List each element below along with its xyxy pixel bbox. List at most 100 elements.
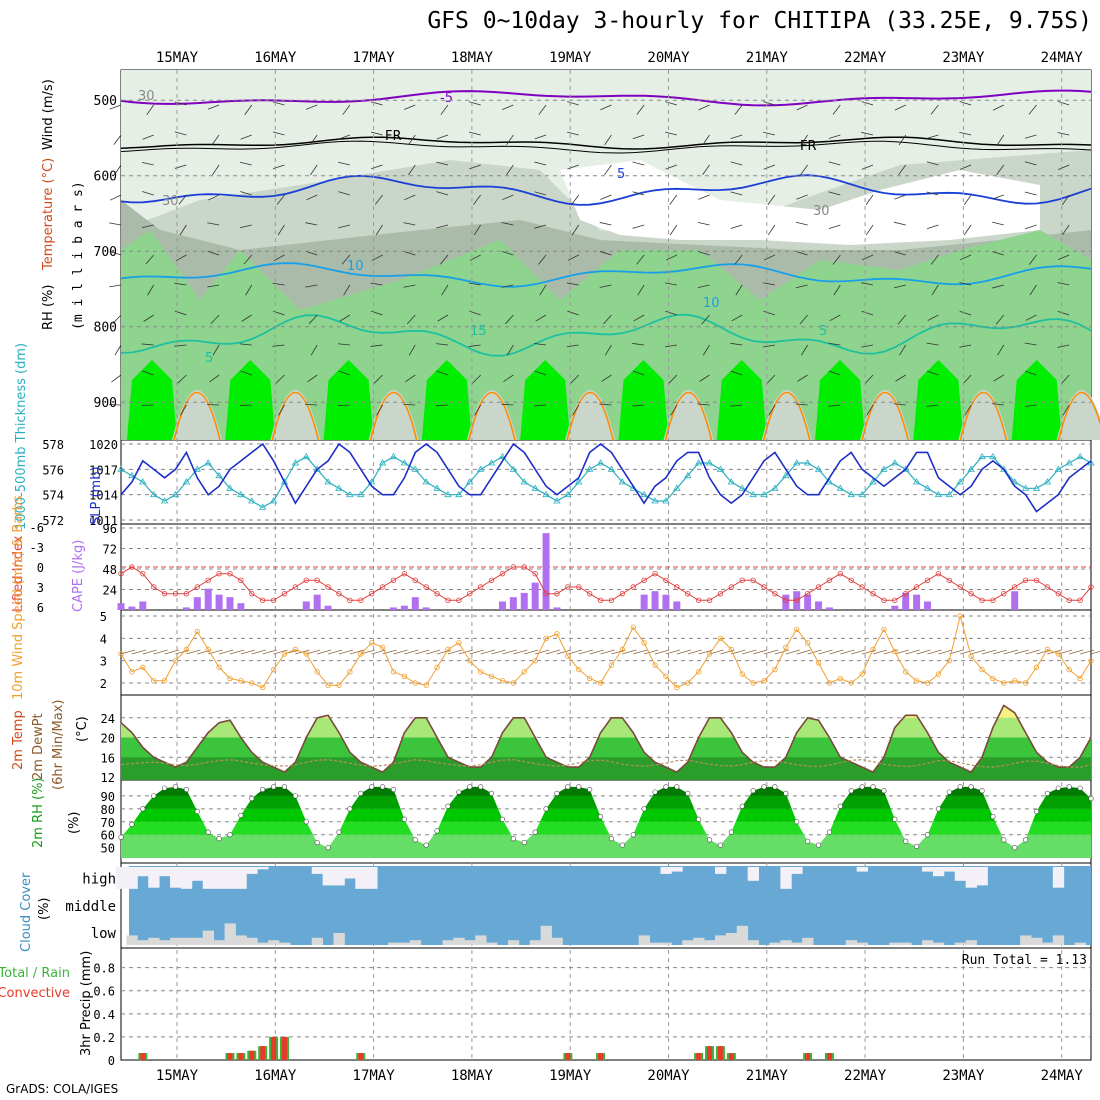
temp-band-24plus [121, 705, 1091, 718]
wind-barb [241, 314, 252, 322]
cloud-low-bar [333, 933, 345, 945]
cloud-high-bar [747, 867, 759, 881]
temp-line [120, 704, 1092, 774]
thickness-point [738, 484, 746, 491]
thickness-point [705, 459, 714, 466]
cloud-low-bar [257, 942, 269, 945]
rh-point [292, 793, 298, 799]
lifted-index-point [227, 570, 233, 577]
precip-convective-bar [805, 1053, 811, 1060]
wind10-point [532, 657, 538, 664]
wind10-barb [513, 649, 528, 655]
wind-barb [571, 194, 580, 205]
cloud-level-label: middle [65, 899, 116, 915]
rh-dry-layer [121, 70, 1091, 240]
wind10-barb [251, 649, 266, 655]
lifted-index-point [717, 590, 724, 597]
x-tick-label-bottom: 19MAY [549, 1068, 592, 1084]
wind10-barb [164, 649, 179, 655]
thickness-point [803, 459, 812, 466]
wind-barb [698, 194, 710, 200]
wind-barb [632, 370, 645, 376]
wind10-barb [796, 649, 811, 655]
cloud-high-bar [943, 867, 956, 872]
rh-point [914, 843, 920, 849]
thickness-point [793, 459, 801, 466]
warm-isotherm [1057, 391, 1100, 441]
lifted-index-point [1088, 584, 1094, 590]
wind10-barb [840, 649, 855, 655]
rh-point [1012, 845, 1018, 851]
rh-point [194, 808, 200, 815]
wind-barb [538, 104, 547, 115]
freezing-level-line-2 [120, 140, 1092, 154]
wind10-barb [458, 649, 473, 655]
lifted-index-point [401, 570, 408, 577]
wind10-barb [327, 649, 343, 655]
cloud-low-bar [747, 940, 759, 945]
wind-barb [926, 342, 939, 346]
rh-point [510, 836, 516, 842]
thickness-point [433, 484, 441, 491]
wind-barb [146, 104, 155, 116]
precip-tick-label: 0.6 [93, 985, 115, 999]
wind-barb [535, 314, 547, 322]
pressure-tick-label: 800 [94, 321, 117, 336]
lifted-index-point [586, 590, 593, 597]
thickness-point [280, 478, 289, 485]
rh-point [249, 795, 255, 802]
wind-barb [141, 224, 154, 229]
wind10-point [826, 680, 833, 686]
wind10-point [325, 682, 331, 688]
thickness-point [1054, 465, 1063, 472]
cape-bar [651, 591, 659, 610]
wind-barb [930, 104, 939, 115]
rh-point [935, 806, 942, 812]
rh-point [1088, 795, 1094, 802]
rh-point [1077, 785, 1083, 791]
rh-point [587, 786, 593, 793]
wind10-barb [273, 649, 288, 655]
wind-barb [239, 343, 252, 346]
wind-barb [697, 221, 710, 226]
cloud-low-bar [780, 940, 792, 945]
thickness-point [520, 478, 528, 485]
wind10-point [815, 660, 822, 666]
wind-barb [539, 284, 547, 296]
cape-bar [324, 605, 332, 610]
precip-tick-label: 0.2 [93, 1031, 115, 1045]
wind10-barb [186, 649, 201, 655]
lifted-index-point [292, 584, 299, 590]
wind-barb [209, 374, 220, 383]
wind10-point [238, 678, 244, 684]
cloud-high-bar [333, 867, 345, 886]
wind-barb [632, 161, 645, 166]
slp-tick-label: 1011 [89, 514, 118, 528]
wind-barb [829, 314, 841, 322]
cloud-low-bar [649, 942, 661, 945]
y-label-temp-unit: (°C) [75, 716, 90, 742]
temp-band-below-16 [121, 757, 1091, 780]
wind10-point [641, 640, 647, 646]
wind-barb [927, 314, 939, 321]
cape-bar [226, 597, 234, 610]
thickness-point [237, 490, 245, 498]
isotherm-10 [120, 262, 1092, 288]
rh-point [401, 816, 407, 822]
wind-barb [403, 104, 416, 110]
wind-barb [665, 131, 677, 136]
rh-point [859, 784, 865, 790]
rh-point [761, 784, 767, 790]
high-humidity-cell [323, 360, 374, 440]
rh-point [358, 790, 364, 796]
wind10-point [586, 675, 593, 682]
thickness-point [1043, 478, 1052, 485]
lifted-index-point [347, 597, 353, 604]
cloud-low-bar [954, 942, 967, 945]
thickness-point [967, 465, 975, 472]
cloud-high-bar [856, 867, 868, 872]
wind10-point [913, 678, 920, 684]
wind-barb [145, 254, 154, 265]
wind10-barb [731, 649, 746, 655]
wind10-barb [622, 649, 637, 655]
